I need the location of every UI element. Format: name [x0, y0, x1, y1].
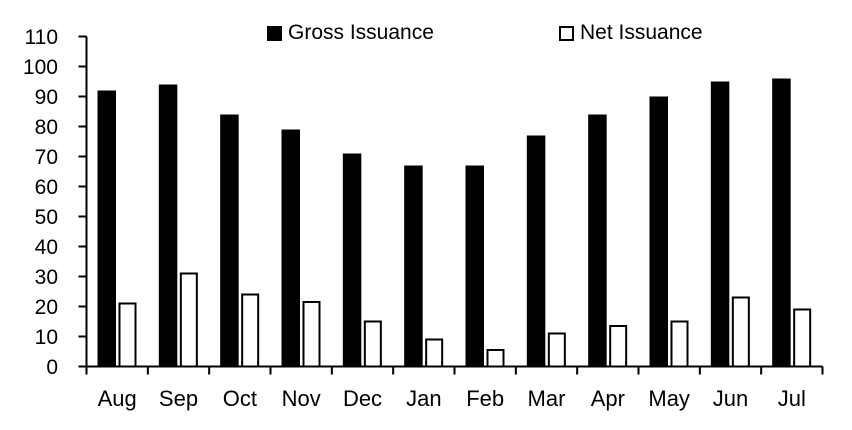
legend-label-net: Net Issuance — [580, 21, 703, 44]
y-tick-label: 50 — [35, 206, 58, 229]
y-tick-label: 80 — [35, 116, 58, 139]
y-tick-label: 90 — [35, 86, 58, 109]
gross-swatch-icon — [267, 25, 282, 41]
gross-bar-apr — [588, 114, 607, 367]
gross-bar-feb — [465, 165, 484, 367]
x-tick-label-apr: Apr — [591, 386, 625, 411]
net-bar-apr — [609, 325, 628, 368]
gross-bar-may — [649, 96, 668, 367]
net-bar-aug — [118, 302, 137, 368]
gross-bar-jun — [710, 81, 730, 367]
y-tick-label: 100 — [23, 56, 58, 79]
net-bar-dec — [363, 320, 382, 368]
gross-bar-mar — [526, 135, 546, 367]
x-tick-label-sep: Sep — [159, 386, 198, 411]
net-bar-mar — [547, 332, 566, 368]
net-bar-oct — [241, 293, 260, 368]
x-tick-label-jan: Jan — [406, 386, 441, 411]
gross-bar-jan — [404, 165, 423, 367]
x-tick-label-oct: Oct — [223, 386, 257, 411]
net-bar-jan — [425, 338, 444, 368]
x-tick-label-jul: Jul — [778, 386, 806, 411]
net-swatch-icon — [559, 25, 574, 41]
net-bar-jun — [731, 296, 750, 368]
x-tick-label-mar: Mar — [528, 386, 566, 411]
legend-label-gross: Gross Issuance — [288, 21, 434, 44]
x-tick-label-may: May — [648, 386, 690, 411]
y-tick-label: 0 — [46, 356, 58, 379]
gross-bar-aug — [97, 90, 116, 367]
y-tick-label: 70 — [35, 146, 58, 169]
gross-bar-nov — [281, 129, 300, 367]
y-tick-label: 20 — [35, 296, 58, 319]
gross-bar-sep — [158, 84, 178, 367]
x-tick-label-feb: Feb — [466, 386, 504, 411]
net-bar-sep — [179, 272, 198, 368]
y-tick-label: 110 — [25, 26, 58, 49]
legend-item-gross: Gross Issuance — [267, 21, 434, 45]
x-tick-label-jun: Jun — [713, 386, 748, 411]
y-tick-label: 60 — [35, 176, 58, 199]
y-tick-label: 10 — [35, 326, 58, 349]
y-tick-label: 30 — [35, 266, 58, 289]
x-tick-label-dec: Dec — [343, 386, 382, 411]
net-bar-may — [670, 320, 689, 368]
gross-bar-oct — [220, 114, 239, 367]
y-tick-label: 40 — [35, 236, 58, 259]
x-tick-label-nov: Nov — [282, 386, 321, 411]
legend-item-net: Net Issuance — [559, 21, 703, 45]
net-bar-feb — [486, 349, 505, 368]
gross-bar-dec — [342, 153, 362, 367]
net-bar-jul — [793, 308, 812, 368]
gross-bar-jul — [772, 78, 791, 367]
net-bar-nov — [302, 301, 321, 368]
x-tick-label-aug: Aug — [98, 386, 137, 411]
